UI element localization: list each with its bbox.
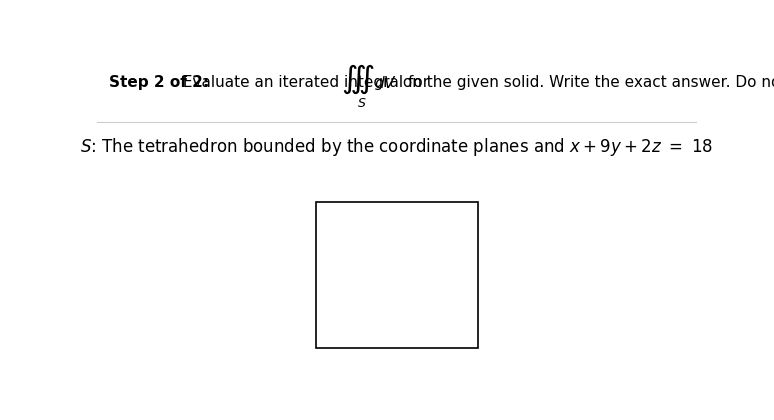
Text: $S$: $S$ <box>357 97 367 110</box>
Text: $dV$: $dV$ <box>374 75 397 91</box>
Text: $S$: The tetrahedron bounded by the coordinate planes and $x + 9y + 2z\ =\ 18$: $S$: The tetrahedron bounded by the coor… <box>80 136 713 158</box>
Text: $\iiint$: $\iiint$ <box>341 63 375 96</box>
Text: Step 2 of 2:: Step 2 of 2: <box>108 75 209 90</box>
Text: Evaluate an iterated integral for: Evaluate an iterated integral for <box>178 75 433 90</box>
Text: on the given solid. Write the exact answer. Do not round.: on the given solid. Write the exact answ… <box>398 75 774 90</box>
Bar <box>316 202 478 348</box>
